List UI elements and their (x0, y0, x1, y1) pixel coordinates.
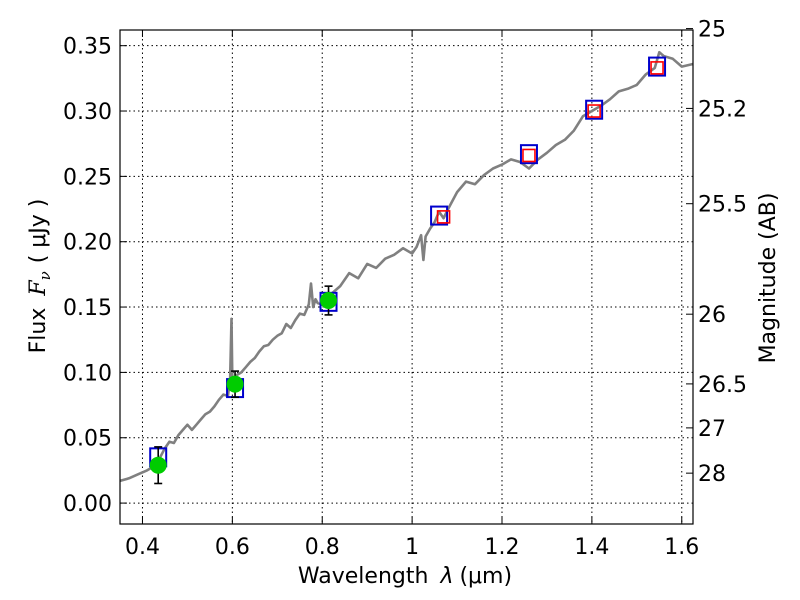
observed-circle-marker (320, 292, 338, 310)
x-tick-label: 1.6 (664, 535, 699, 560)
y2-axis-title: Magnitude (AB) (756, 193, 781, 364)
x-axis-symbol: λ (439, 564, 453, 589)
observed-circle-marker (226, 375, 244, 393)
y2-tick-labels: 25 25.2 25.5 26 26.5 27 28 (698, 18, 747, 488)
y-axis-label: Flux (26, 308, 51, 354)
x-axis-title: Wavelength λ (μm) (298, 564, 512, 589)
observed-circle-marker (149, 456, 167, 474)
plot-area (119, 29, 694, 525)
x-axis-label: Wavelength (298, 564, 429, 589)
y2-tick-label: 25 (698, 18, 726, 43)
model-square-marker (430, 205, 449, 226)
y-tick-label: 0.10 (63, 361, 112, 386)
y-tick-label: 0.00 (63, 492, 112, 517)
y-axis-symbol: F (26, 280, 51, 297)
x-tick-label: 0.6 (215, 535, 250, 560)
y2-tick-label: 25.5 (698, 193, 747, 218)
x-axis-unit: (μm) (459, 564, 512, 589)
y-tick-label: 0.20 (63, 231, 112, 256)
x-tick-label: 1 (405, 535, 419, 560)
y-tick-label: 0.30 (63, 100, 112, 125)
plot-frame (120, 30, 693, 524)
ticks (120, 28, 693, 524)
observed-ir-square-marker (650, 61, 664, 75)
model-square-marker (585, 99, 604, 120)
observed-ir-square-marker (522, 148, 536, 163)
y2-tick-label: 25.2 (698, 97, 747, 122)
y-tick-label: 0.35 (63, 35, 112, 60)
y-tick-label: 0.25 (63, 165, 112, 190)
x-tick-label: 1.4 (574, 535, 609, 560)
observed-ir-square-marker (587, 104, 601, 118)
x-tick-label: 0.4 (125, 535, 160, 560)
plot-border (119, 29, 694, 525)
y2-tick-label: 26.5 (698, 373, 747, 398)
y-axis-unit: ( μJy ) (26, 199, 51, 264)
y2-tick-label: 26 (698, 303, 726, 328)
y-axis-symbol-subscript: ν (36, 271, 54, 280)
x-tick-label: 0.8 (305, 535, 340, 560)
y2-tick-label: 27 (698, 417, 726, 442)
observed-ir-square-marker (436, 210, 451, 224)
model-square-marker (519, 144, 538, 165)
y-tick-label: 0.05 (63, 427, 112, 452)
marker-layer (149, 56, 667, 485)
x-tick-labels: 0.4 0.6 0.8 1 1.2 1.4 1.6 (125, 535, 699, 560)
y2-tick-label: 28 (698, 462, 726, 487)
y-tick-label: 0.15 (63, 296, 112, 321)
y-tick-labels: 0.00 0.05 0.10 0.15 0.20 0.25 0.30 0.35 (63, 35, 112, 517)
y-axis-title: Flux Fν ( μJy ) (26, 199, 54, 354)
model-square-marker (648, 56, 667, 77)
x-tick-label: 1.2 (485, 535, 520, 560)
grid (120, 30, 693, 524)
